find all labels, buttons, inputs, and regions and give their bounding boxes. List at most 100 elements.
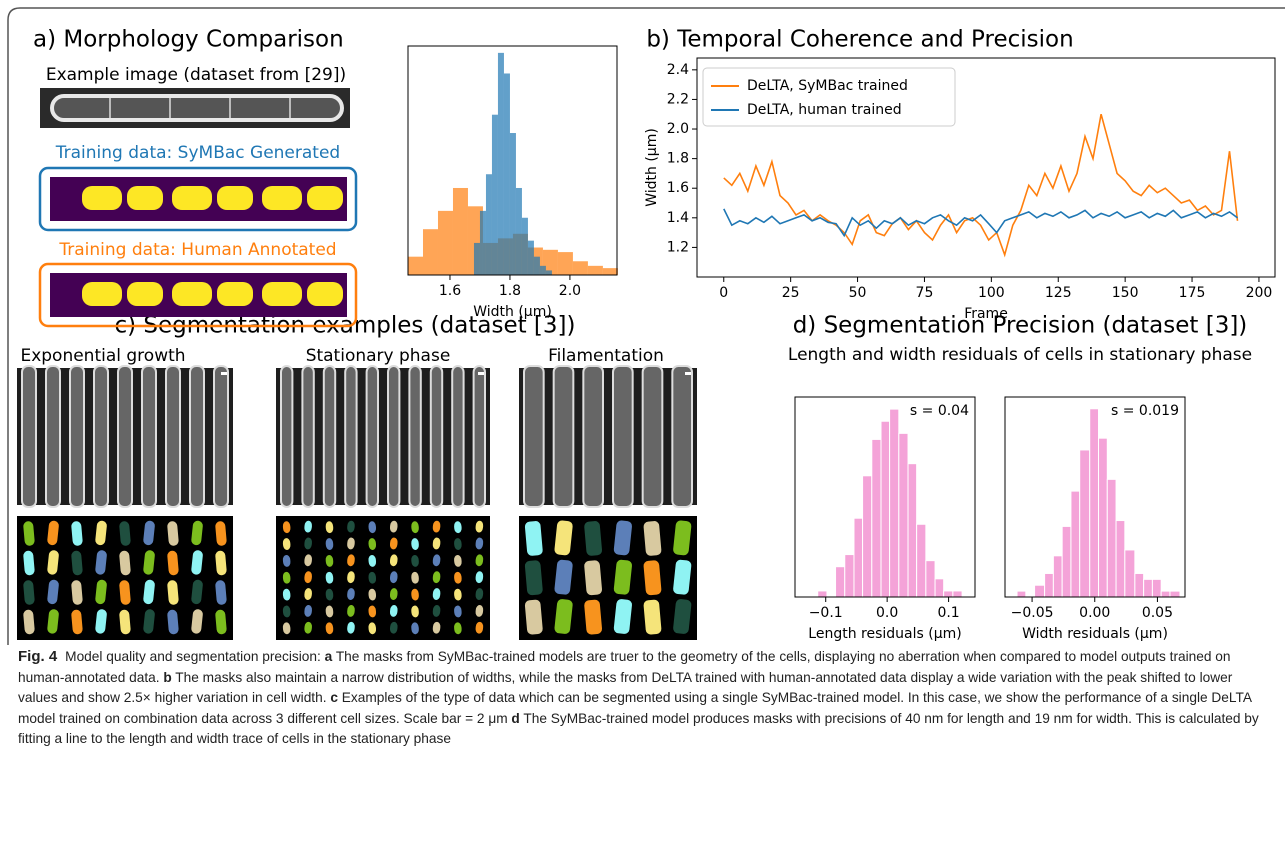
y-tick-label: 2.2 (667, 91, 689, 107)
mask-cell (282, 521, 291, 534)
histogram-bar (925, 560, 936, 598)
mask-cell (215, 521, 227, 546)
histogram-bar (1016, 590, 1027, 598)
histogram-bar (557, 252, 573, 275)
mask-cell (325, 622, 334, 635)
histogram-bar (817, 590, 828, 598)
trench (612, 365, 634, 508)
x-tick-label: −0.1 (809, 605, 843, 621)
mask-cell (554, 520, 573, 556)
legend-label: DeLTA, SyMBac trained (747, 78, 908, 94)
mask-cell (389, 621, 398, 634)
mask-cell (584, 599, 603, 635)
mask-cell (554, 599, 573, 634)
mask-cell (475, 604, 484, 617)
histogram-bar (943, 590, 954, 598)
trench (552, 365, 575, 508)
histogram-bar (1160, 590, 1171, 598)
histogram-bar (587, 265, 603, 275)
trench (165, 365, 181, 508)
histogram-bar (491, 114, 498, 275)
mask-cell (282, 571, 291, 584)
mask-cell (304, 604, 312, 617)
histogram-bar (545, 270, 552, 275)
mask-cell (191, 579, 203, 605)
y-tick-label: 1.4 (667, 210, 689, 226)
histogram-bar (515, 187, 522, 275)
mask-cell (282, 622, 291, 635)
mask-cell (643, 599, 662, 635)
trench (429, 365, 444, 508)
histogram-bar (1124, 549, 1136, 598)
mask-cell (454, 554, 462, 567)
mask-cell (47, 520, 59, 546)
mask-cell (554, 559, 573, 595)
trench (322, 365, 337, 508)
x-tick-label: 50 (849, 285, 867, 301)
trench (21, 365, 37, 508)
mask-cell (95, 609, 107, 634)
mask-cell (389, 554, 398, 567)
histogram-bar (934, 578, 945, 598)
label: Training data: Human Annotated (58, 240, 336, 260)
mask-cell (172, 282, 212, 306)
mask-cell (432, 537, 441, 550)
frame (7, 7, 1285, 645)
figure: a) Morphology Comparison Example image (… (7, 7, 1285, 645)
mask-cell (673, 520, 692, 556)
mask-cell (23, 609, 35, 635)
mask-cell (475, 588, 484, 600)
x-tick-label: 0 (719, 285, 728, 301)
mask-cell (454, 622, 462, 635)
mask-cell (191, 520, 203, 546)
mask-cell (524, 599, 543, 635)
mask-cell (368, 554, 377, 567)
histogram-bar (479, 210, 486, 275)
data-line (723, 113, 1239, 258)
mask-cell (167, 550, 179, 576)
mask-cell (411, 571, 419, 584)
mask-cell (282, 538, 291, 550)
label: Training data: SyMBac Generated (55, 143, 340, 163)
histogram-bar (1089, 408, 1100, 598)
histogram-bar (452, 187, 468, 275)
mask-cell (215, 550, 227, 576)
histogram-bar (527, 240, 534, 275)
mask-cell (475, 520, 484, 533)
mask-cell (304, 554, 312, 567)
x-tick-label: 1.6 (439, 283, 461, 299)
x-axis-label: Frame (964, 306, 1008, 322)
mask-cell (411, 538, 419, 550)
trench (189, 365, 205, 508)
figure-label: Fig. 4 (18, 648, 58, 665)
mask-cell (432, 571, 441, 584)
mask-cell (643, 560, 662, 596)
y-tick-label: 2.4 (667, 62, 689, 78)
x-axis-label: Width residuals (μm) (1022, 626, 1168, 642)
mask-cell (389, 537, 398, 550)
mask-cell (71, 609, 83, 635)
mask-cell (613, 559, 632, 595)
x-tick-label: 75 (916, 285, 934, 301)
histogram-bar (503, 73, 510, 275)
mask-cell (23, 550, 35, 576)
y-tick-label: 1.6 (667, 180, 689, 196)
histogram-bar (539, 265, 546, 275)
plot-frame (794, 396, 976, 598)
mask-cell (167, 521, 179, 546)
trench (365, 365, 380, 508)
mask-cell (282, 554, 291, 567)
mask-cell (262, 282, 302, 306)
mask-cell (389, 604, 398, 617)
annotation: s = 0.04 (910, 403, 969, 419)
histogram-bar (916, 523, 927, 598)
mask-cell (411, 605, 419, 618)
mask (519, 516, 697, 640)
mask-cell (454, 605, 462, 618)
column-title: Exponential growth (20, 346, 185, 366)
mask-cell (432, 621, 441, 634)
mask-cell (191, 550, 203, 575)
mask-cell (411, 554, 419, 567)
histogram-bar (602, 268, 618, 275)
